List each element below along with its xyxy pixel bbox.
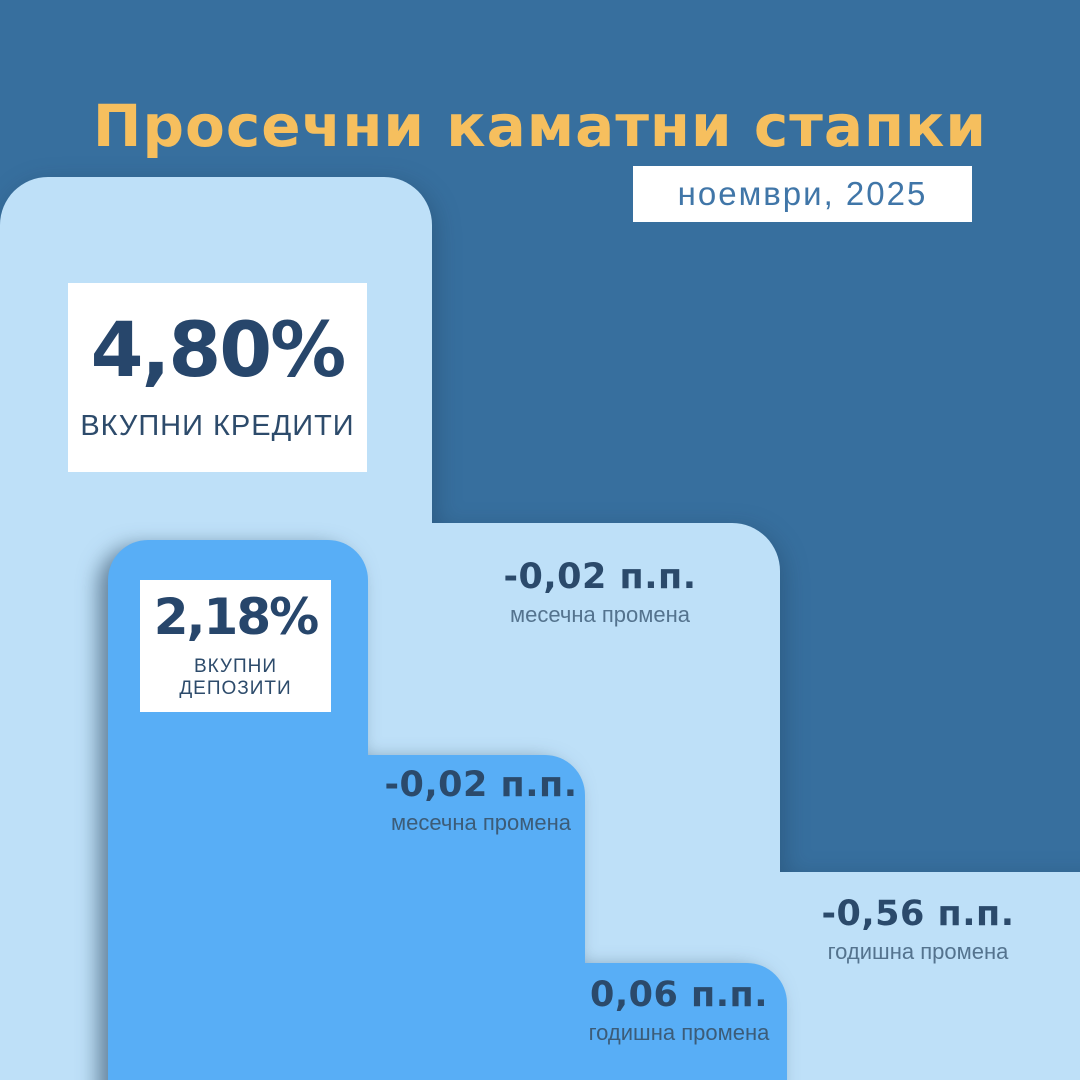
deposits-staircase-step-2 <box>340 755 585 1080</box>
credits-rate-value: 4,80% <box>90 305 347 394</box>
credits-staircase-step-3 <box>760 872 1080 1080</box>
deposits-rate-label: ВКУПНИ ДЕПОЗИТИ <box>179 656 292 699</box>
credits-annual-change-value: -0,56 п.п. <box>821 894 1015 934</box>
credits-monthly-change-value: -0,02 п.п. <box>503 557 697 597</box>
deposits-annual-change-value: 0,06 п.п. <box>590 975 768 1015</box>
deposits-rate-value: 2,18% <box>153 588 319 646</box>
deposits-staircase-step-3 <box>560 963 787 1080</box>
credits-monthly-change: -0,02 п.п. месечна промена <box>460 560 740 628</box>
credits-monthly-change-label: месечна промена <box>510 602 690 627</box>
credits-rate-label: ВКУПНИ КРЕДИТИ <box>80 410 355 442</box>
deposits-annual-change-label: годишна промена <box>588 1020 770 1045</box>
page-title: Просечни каматни стапки <box>92 92 988 160</box>
deposits-monthly-change: -0,02 п.п. месечна промена <box>341 768 621 836</box>
deposits-annual-change: 0,06 п.п. годишна промена <box>539 978 819 1046</box>
credits-rate-card: 4,80% ВКУПНИ КРЕДИТИ <box>68 283 367 472</box>
credits-annual-change: -0,56 п.п. годишна промена <box>778 897 1058 965</box>
credits-annual-change-label: годишна промена <box>827 939 1009 964</box>
date-badge: ноември, 2025 <box>633 166 972 222</box>
deposits-monthly-change-value: -0,02 п.п. <box>384 765 578 805</box>
deposits-rate-card: 2,18% ВКУПНИ ДЕПОЗИТИ <box>140 580 331 712</box>
deposits-monthly-change-label: месечна промена <box>391 810 571 835</box>
